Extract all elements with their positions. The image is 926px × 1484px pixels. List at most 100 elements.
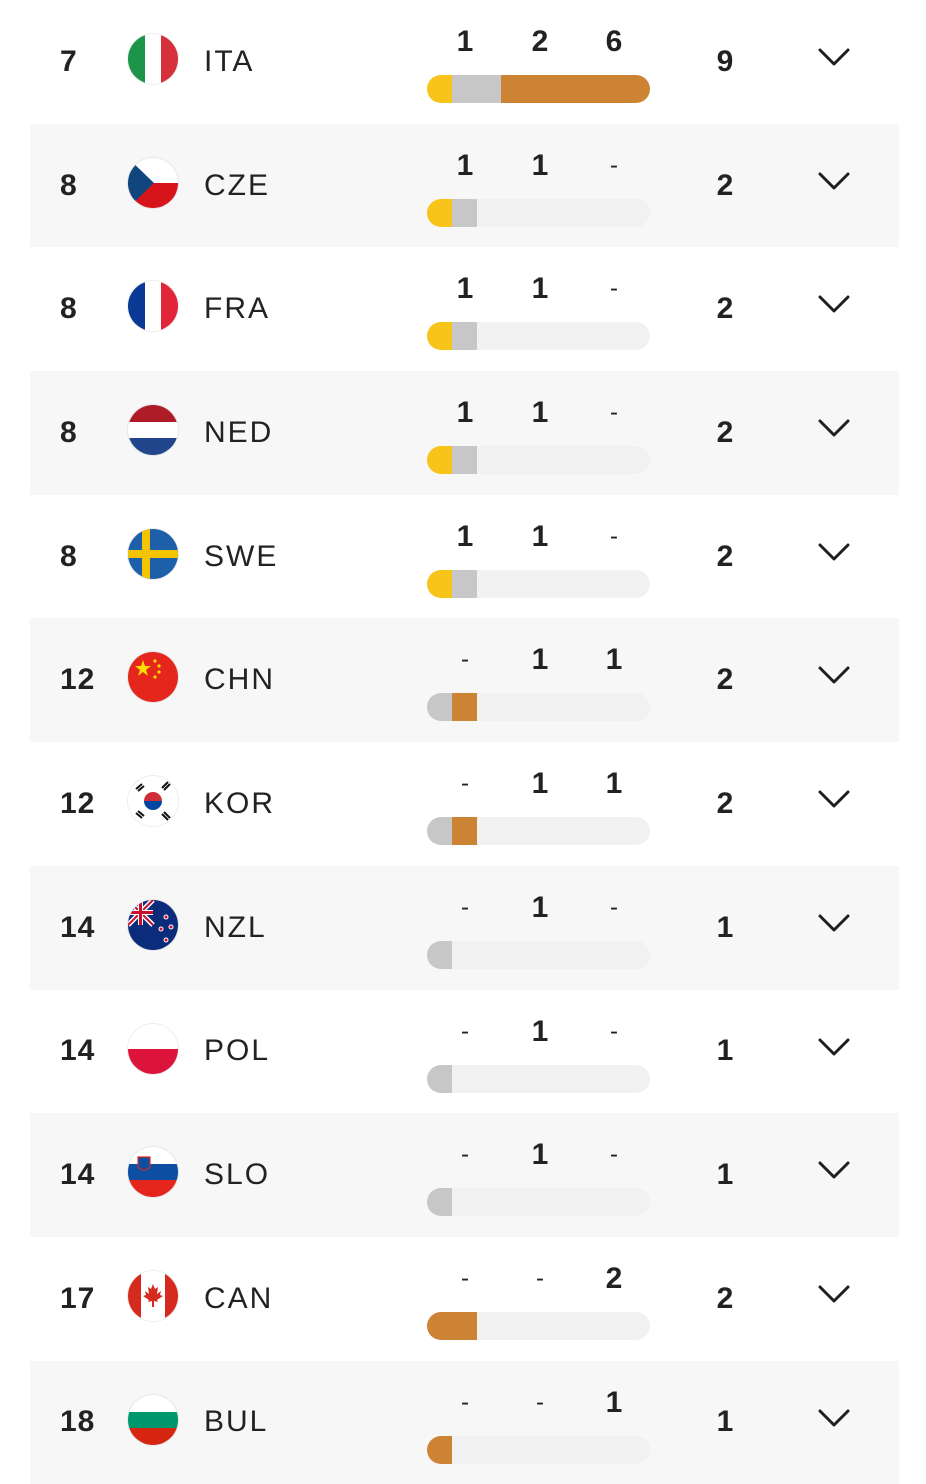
silver-count: - (536, 1264, 544, 1292)
total-count: 1 (716, 1158, 734, 1192)
table-row[interactable]: 14 POL - 1 - 1 (30, 990, 899, 1114)
bronze-count: 2 (605, 1261, 623, 1295)
bronze-count: 6 (605, 25, 623, 58)
bronze-segment (501, 75, 650, 103)
bronze-count: - (610, 399, 618, 427)
chevron-down-icon[interactable] (812, 1279, 856, 1309)
czechia-flag-icon (128, 157, 178, 208)
canada-flag-icon (128, 1270, 178, 1321)
table-row[interactable]: 17 CAN - - 2 2 (30, 1237, 899, 1361)
rank-label: 14 (60, 910, 96, 944)
table-row[interactable]: 8 FRA 1 1 - 2 (30, 247, 899, 371)
gold-count: - (461, 1017, 469, 1045)
table-row[interactable]: 12 KOR -1 1 2 (30, 742, 899, 866)
chevron-down-icon[interactable] (812, 784, 856, 814)
total-count: 1 (716, 1405, 734, 1439)
rank-label: 12 (60, 786, 96, 820)
silver-segment (451, 198, 477, 227)
rank-label: 18 (60, 1405, 96, 1439)
medal-bar (427, 198, 650, 227)
silver-segment (427, 693, 452, 722)
gold-count: - (461, 1264, 469, 1292)
medal-bar (427, 446, 650, 475)
country-code: POL (204, 1034, 271, 1068)
bronze-count: - (610, 151, 618, 179)
bronze-count: - (610, 275, 618, 303)
italy-flag-icon (128, 34, 178, 84)
country-code: NZL (204, 910, 267, 944)
silver-segment (451, 446, 477, 475)
gold-count: - (461, 893, 469, 921)
rank-label: 7 (60, 44, 78, 78)
table-row[interactable]: 8 NED 1 1 - 2 (30, 371, 899, 495)
chevron-down-icon[interactable] (812, 289, 856, 319)
chevron-down-icon[interactable] (812, 166, 856, 196)
bulgaria-flag-icon (128, 1394, 178, 1445)
gold-count: 1 (456, 25, 474, 58)
total-count: 2 (716, 168, 734, 202)
medal-bar (427, 817, 650, 846)
chevron-down-icon[interactable] (812, 1032, 856, 1062)
silver-count: 1 (531, 519, 549, 553)
gold-segment (427, 569, 452, 598)
bronze-count: 1 (605, 1385, 623, 1419)
gold-count: 1 (456, 396, 474, 430)
silver-count: 1 (531, 272, 549, 306)
country-code: ITA (204, 44, 255, 78)
bronze-segment (451, 693, 477, 722)
poland-flag-icon (128, 1023, 178, 1074)
total-count: 2 (716, 663, 734, 697)
bronze-count: - (610, 1141, 618, 1169)
silver-segment (451, 322, 477, 351)
silver-segment (451, 75, 502, 103)
chevron-down-icon[interactable] (812, 42, 856, 72)
silver-count: 1 (531, 643, 549, 677)
medal-bar (427, 693, 650, 722)
table-row[interactable]: 8 SWE 1 1 - 2 (30, 495, 899, 619)
total-count: 2 (716, 539, 734, 573)
silver-count: 1 (531, 890, 549, 924)
table-row[interactable]: 14 SLO - 1 - 1 (30, 1113, 899, 1237)
chevron-down-icon[interactable] (812, 537, 856, 567)
country-code: SWE (204, 539, 279, 573)
total-count: 1 (716, 1034, 734, 1068)
total-count: 2 (716, 1281, 734, 1315)
silver-segment (427, 940, 452, 969)
rank-label: 17 (60, 1281, 96, 1315)
silver-count: 2 (531, 25, 549, 58)
country-code: CZE (204, 168, 270, 202)
rank-label: 8 (60, 168, 78, 202)
rank-label: 8 (60, 415, 78, 449)
table-row[interactable]: 18 BUL - - 1 1 (30, 1360, 899, 1484)
medal-bar (427, 1188, 650, 1217)
table-row[interactable]: 12 CHN -1 1 2 (30, 618, 899, 743)
table-row[interactable]: 14 NZL - 1 - 1 (30, 865, 899, 990)
country-code: FRA (204, 292, 270, 326)
bronze-segment (427, 1435, 452, 1464)
rank-label: 8 (60, 292, 78, 326)
bronze-segment (451, 817, 477, 846)
slovenia-flag-icon (128, 1147, 178, 1198)
south-korea-flag-icon (128, 776, 178, 827)
gold-count: - (461, 646, 469, 674)
gold-count: - (461, 1141, 469, 1169)
medal-bar (427, 322, 650, 351)
silver-segment (451, 569, 477, 598)
country-code: CHN (204, 663, 275, 697)
chevron-down-icon[interactable] (812, 413, 856, 443)
table-row[interactable]: 8 CZE 1 1 - 2 (30, 123, 899, 248)
chevron-down-icon[interactable] (812, 1403, 856, 1433)
bronze-count: - (610, 522, 618, 550)
silver-segment (427, 1188, 452, 1217)
gold-count: 1 (456, 148, 474, 182)
gold-count: 1 (456, 519, 474, 553)
silver-count: 1 (531, 1014, 549, 1048)
new-zealand-flag-icon (128, 899, 178, 950)
table-row[interactable]: 7 ITA 1 2 6 9 (30, 0, 899, 124)
chevron-down-icon[interactable] (812, 908, 856, 938)
gold-segment (427, 446, 452, 475)
rank-label: 12 (60, 663, 96, 697)
bronze-count: 1 (605, 767, 623, 801)
chevron-down-icon[interactable] (812, 1155, 856, 1185)
chevron-down-icon[interactable] (812, 660, 856, 690)
